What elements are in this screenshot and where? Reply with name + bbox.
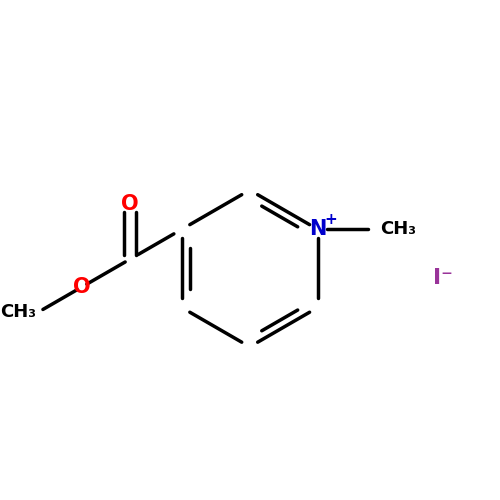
Text: I⁻: I⁻ <box>434 268 453 287</box>
Text: CH₃: CH₃ <box>380 220 416 238</box>
Text: CH₃: CH₃ <box>0 303 36 321</box>
Text: +: + <box>324 212 337 226</box>
Text: O: O <box>73 277 91 297</box>
Text: N: N <box>309 220 326 240</box>
Text: O: O <box>121 194 139 214</box>
